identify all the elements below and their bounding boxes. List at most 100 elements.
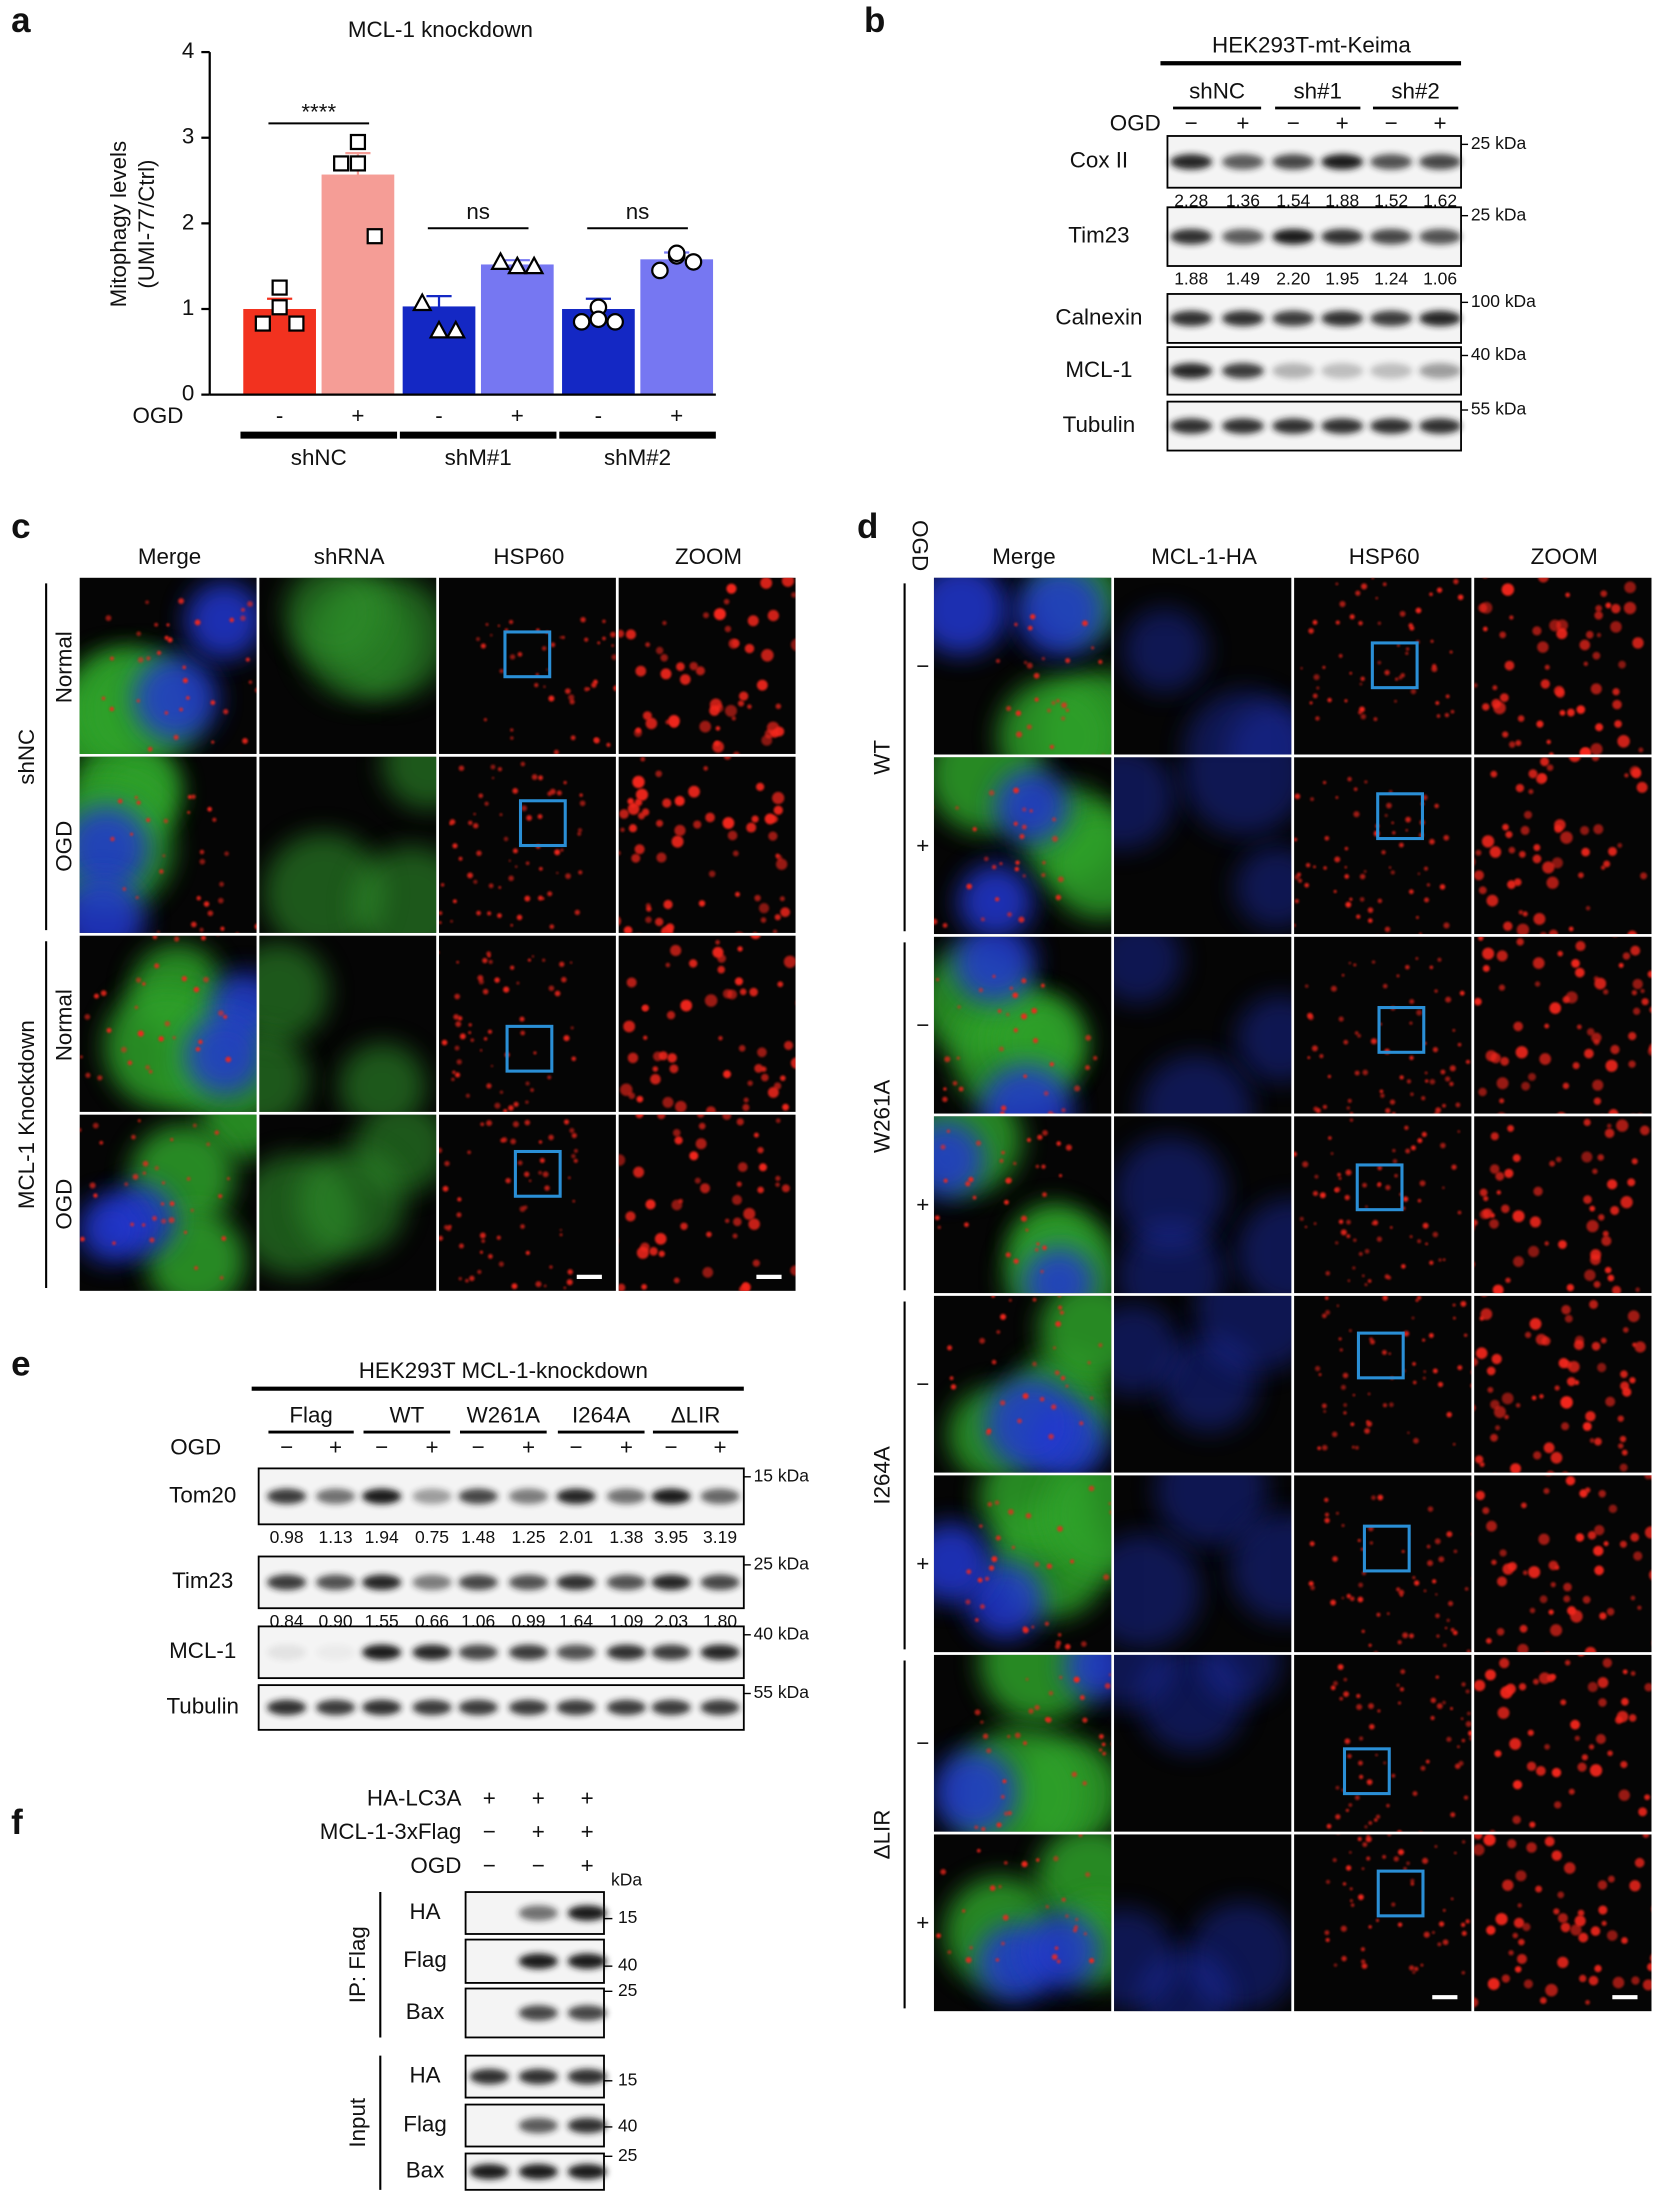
mito bbox=[1612, 1976, 1625, 1989]
group-label: shM#2 bbox=[604, 445, 671, 470]
mito bbox=[623, 1308, 635, 1320]
mito bbox=[1369, 1541, 1373, 1545]
mito bbox=[1313, 1222, 1317, 1225]
bar bbox=[480, 264, 554, 395]
mito bbox=[439, 1235, 444, 1241]
row-label: Tubulin bbox=[166, 1693, 239, 1718]
mito bbox=[738, 691, 749, 701]
mito bbox=[831, 1086, 839, 1094]
mito bbox=[1608, 1108, 1619, 1114]
mito bbox=[1517, 1643, 1529, 1653]
mito bbox=[1433, 1111, 1440, 1114]
mito bbox=[1534, 981, 1541, 987]
micrograph-content bbox=[259, 1114, 437, 1277]
mito bbox=[1110, 1742, 1112, 1746]
mito bbox=[1485, 1669, 1496, 1681]
mito bbox=[775, 858, 788, 870]
mito bbox=[753, 932, 757, 933]
band bbox=[518, 1953, 558, 1969]
mito bbox=[665, 719, 671, 725]
mito bbox=[106, 1027, 112, 1033]
mito bbox=[194, 1266, 199, 1270]
mito bbox=[1444, 712, 1450, 718]
mito bbox=[186, 696, 190, 700]
mito bbox=[1445, 559, 1451, 565]
quant-label: 1.36 bbox=[1226, 190, 1260, 210]
mito bbox=[1347, 1753, 1352, 1759]
mito bbox=[1363, 870, 1367, 873]
mito bbox=[1617, 735, 1630, 748]
mito bbox=[1349, 1329, 1352, 1333]
mito bbox=[1603, 1541, 1609, 1547]
mito bbox=[1499, 1657, 1510, 1669]
mito bbox=[1336, 1304, 1340, 1307]
mito bbox=[774, 914, 781, 921]
mito bbox=[194, 619, 201, 626]
mito bbox=[1551, 857, 1563, 869]
mito bbox=[1410, 688, 1417, 695]
mito bbox=[758, 1163, 767, 1172]
mito bbox=[1594, 1437, 1602, 1446]
mito bbox=[1630, 945, 1641, 956]
mito bbox=[1647, 970, 1652, 978]
mito bbox=[1588, 1975, 1599, 1986]
lane-label: + bbox=[620, 1435, 633, 1460]
mito bbox=[1434, 1845, 1438, 1848]
mito bbox=[1039, 1396, 1045, 1402]
mito bbox=[1322, 780, 1327, 785]
mito bbox=[636, 1313, 644, 1321]
mito bbox=[1432, 1231, 1439, 1238]
mito bbox=[241, 607, 245, 612]
mito bbox=[1400, 1594, 1403, 1597]
mito bbox=[1579, 1489, 1588, 1498]
bar bbox=[402, 306, 476, 395]
mito bbox=[775, 853, 780, 858]
mito bbox=[1314, 1365, 1321, 1372]
micrograph-content bbox=[620, 935, 839, 1112]
kda-label: 15 bbox=[618, 1907, 637, 1927]
mito bbox=[1376, 1612, 1381, 1617]
mito bbox=[566, 1279, 573, 1286]
mito bbox=[1330, 561, 1335, 566]
mito bbox=[1629, 765, 1641, 777]
mito bbox=[1600, 590, 1608, 597]
mito bbox=[192, 1123, 197, 1128]
mito bbox=[738, 1044, 746, 1052]
mito bbox=[1568, 1788, 1575, 1795]
mito bbox=[1339, 601, 1346, 608]
micrograph-content bbox=[929, 1116, 1112, 1294]
y-tick-label: 2 bbox=[182, 209, 194, 234]
mito bbox=[1629, 1880, 1641, 1892]
mito bbox=[1594, 977, 1607, 990]
mito bbox=[652, 1051, 663, 1062]
band bbox=[518, 2005, 558, 2021]
mito bbox=[1437, 1381, 1444, 1388]
point bbox=[523, 255, 545, 275]
mito bbox=[1055, 1640, 1062, 1646]
mito bbox=[1600, 865, 1606, 870]
mito bbox=[1416, 1009, 1423, 1016]
mito bbox=[1007, 1509, 1014, 1515]
mito bbox=[226, 1177, 230, 1181]
mito bbox=[1359, 1736, 1364, 1741]
mito bbox=[181, 976, 187, 982]
mito bbox=[952, 1080, 958, 1086]
mito bbox=[929, 1207, 933, 1211]
band bbox=[412, 1574, 452, 1591]
mito bbox=[1594, 1565, 1604, 1576]
mito bbox=[1455, 1102, 1461, 1108]
mito bbox=[1642, 1834, 1650, 1838]
mito bbox=[1333, 1963, 1338, 1967]
mito bbox=[663, 899, 673, 910]
mito bbox=[509, 654, 516, 660]
mito bbox=[1346, 1106, 1350, 1110]
mito bbox=[1409, 1235, 1413, 1239]
mito bbox=[1515, 1046, 1528, 1059]
mito bbox=[1446, 1736, 1452, 1742]
mito bbox=[1408, 889, 1414, 895]
mito bbox=[1379, 1089, 1384, 1094]
mito bbox=[1025, 1228, 1029, 1232]
mito bbox=[1330, 1599, 1336, 1606]
mito bbox=[1429, 1260, 1434, 1265]
mito bbox=[628, 1092, 636, 1100]
